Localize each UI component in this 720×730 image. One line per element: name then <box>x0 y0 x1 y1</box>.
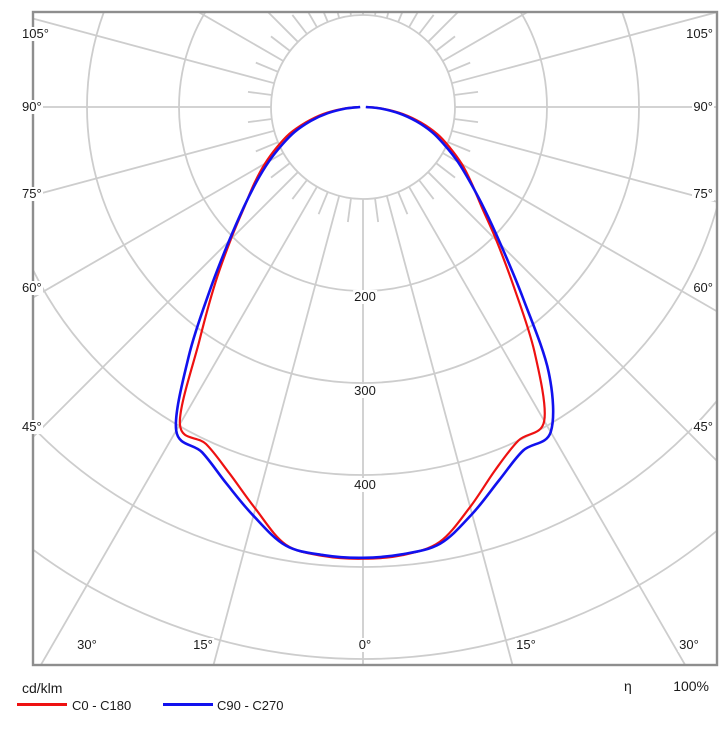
angle-ray <box>374 12 377 16</box>
unit-label: cd/klm <box>22 680 63 696</box>
eta-symbol: η <box>624 678 632 694</box>
angle-ray <box>255 61 279 73</box>
angle-ray <box>454 90 479 96</box>
angle-ray <box>336 12 341 19</box>
angle-ray <box>33 17 275 85</box>
ring-100 <box>270 14 456 200</box>
ring-400 <box>33 204 717 476</box>
angle-ray <box>454 118 479 124</box>
angle-label-bottom-2: 0° <box>357 637 373 652</box>
plot-frame <box>31 10 719 667</box>
legend-label-c90-c270: C90 - C270 <box>217 698 284 713</box>
angle-ray <box>270 35 291 52</box>
ring-label-200: 200 <box>353 289 377 304</box>
angle-ray <box>451 12 717 85</box>
angle-label-bottom-4: 30° <box>678 637 700 652</box>
eta-value: 100% <box>673 678 709 694</box>
angle-ray <box>33 129 275 197</box>
angle-label-bottom-0: 30° <box>76 637 98 652</box>
angle-label-bottom-3: 15° <box>515 637 537 652</box>
curve-c90-c270 <box>174 105 555 560</box>
angle-ray <box>385 12 390 19</box>
angle-label-left-45: 45° <box>21 419 43 434</box>
angle-label-left-75: 75° <box>21 186 43 201</box>
angle-ray <box>39 186 318 665</box>
angle-label-bottom-1: 15° <box>192 637 214 652</box>
angle-ray <box>427 171 717 463</box>
angle-label-left-90: 90° <box>21 99 43 114</box>
angle-label-right-90: 90° <box>692 99 714 114</box>
angle-ray <box>374 198 380 223</box>
angle-ray <box>255 141 279 153</box>
angle-ray <box>33 152 284 299</box>
angle-ray <box>435 162 456 179</box>
ring-label-400: 400 <box>353 477 377 492</box>
angle-label-left-60: 60° <box>21 280 43 295</box>
angle-ray <box>442 12 530 62</box>
angle-ray <box>385 195 514 665</box>
angle-ray <box>397 12 404 23</box>
angle-ray <box>346 198 352 223</box>
angle-label-right-60: 60° <box>692 280 714 295</box>
angle-ray <box>349 12 352 16</box>
angle-ray <box>408 186 687 665</box>
angle-ray <box>447 141 471 153</box>
angle-ray <box>435 35 456 52</box>
angle-ray <box>291 14 308 35</box>
angle-label-right-45: 45° <box>692 419 714 434</box>
angle-label-left-105: 105° <box>21 26 50 41</box>
angle-ray <box>270 162 291 179</box>
angle-ray <box>397 191 409 215</box>
angle-ray <box>418 14 435 35</box>
angle-ray <box>212 195 341 665</box>
angle-ray <box>447 61 471 73</box>
angle-ray <box>451 129 717 203</box>
angle-ray <box>247 118 272 124</box>
angle-label-right-105: 105° <box>685 26 714 41</box>
angle-ray <box>291 179 308 200</box>
legend-swatch-c90-c270 <box>163 703 213 706</box>
angle-ray <box>442 152 717 313</box>
angle-ray <box>427 12 460 43</box>
angle-label-right-75: 75° <box>692 186 714 201</box>
angle-ray <box>247 90 272 96</box>
ring-600 <box>33 529 717 660</box>
ring-label-300: 300 <box>353 383 377 398</box>
angle-ray <box>418 179 435 200</box>
legend-label-c0-c180: C0 - C180 <box>72 698 132 713</box>
angle-ray <box>33 171 299 439</box>
angle-ray <box>322 12 329 23</box>
angle-ray <box>317 191 329 215</box>
legend-swatch-c0-c180 <box>17 703 67 706</box>
